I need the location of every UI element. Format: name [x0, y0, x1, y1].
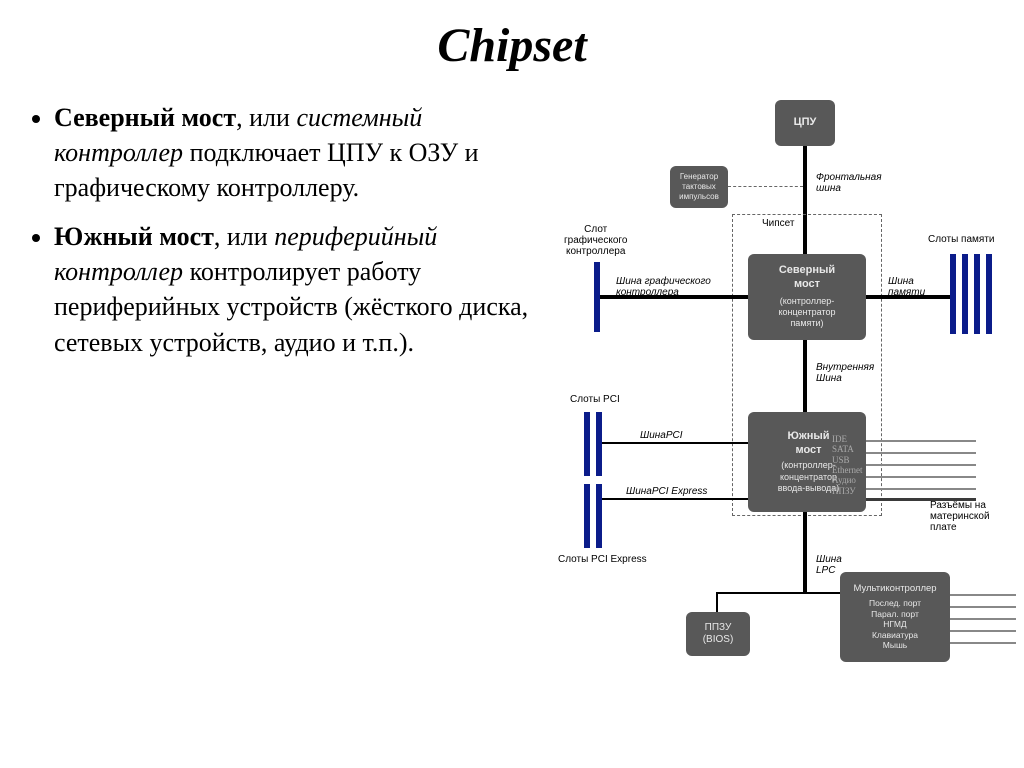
slot-mem-3: [974, 254, 980, 334]
edge-clockgen: [728, 186, 803, 187]
label-gfx-bus: Шина графического контроллера: [616, 276, 711, 298]
bullet-south-or: , или: [214, 222, 274, 251]
node-clock-generator: Генератор тактовых импульсов: [670, 166, 728, 208]
edge-south-down: [803, 512, 807, 592]
label-bios: ППЗУ (BIOS): [703, 622, 734, 647]
edge-south-conn-5: [866, 488, 976, 490]
chipset-diagram: ЦПУ Генератор тактовых импульсов Фронтал…: [530, 100, 1020, 740]
bullet-south: Южный мост, или периферийный контроллер …: [54, 219, 530, 359]
bullet-south-bold: Южный мост: [54, 222, 214, 251]
label-front-bus: Фронтальная шина: [816, 172, 882, 194]
edge-south-conn-2: [866, 452, 976, 454]
label-south-sub: (контроллер- концентратор ввода-вывода): [778, 460, 840, 494]
bullet-list: Северный мост, или системный контроллер …: [30, 100, 530, 374]
label-pci-bus: ШинаPCI: [640, 430, 683, 441]
label-mem-slots: Слоты памяти: [928, 234, 995, 245]
label-mobo-conn: Разъёмы на материнской плате: [930, 500, 990, 533]
node-bios: ППЗУ (BIOS): [686, 612, 750, 656]
label-north-title: Северный мост: [779, 264, 835, 292]
node-northbridge: Северный мост (контроллер- концентратор …: [748, 254, 866, 340]
label-clock-generator: Генератор тактовых импульсов: [679, 172, 719, 202]
label-superio-sub: Послед. порт Парал. порт НГМД Клавиатура…: [869, 598, 921, 651]
slot-mem-1: [950, 254, 956, 334]
edge-superio-1: [950, 594, 1016, 596]
edge-south-conn-1: [866, 440, 976, 442]
node-superio: Мультиконтроллер Послед. порт Парал. пор…: [840, 572, 950, 662]
label-lpc: Шина LPC: [816, 554, 842, 576]
page-title: Chipset: [0, 0, 1024, 73]
slot-mem-4: [986, 254, 992, 334]
label-pcie-slots: Слоты PCI Express: [558, 554, 647, 565]
label-mem-bus: Шина памяти: [888, 276, 925, 298]
bullet-north-bold: Северный мост: [54, 103, 236, 132]
label-cpu: ЦПУ: [794, 116, 817, 130]
slot-pci-1: [584, 412, 590, 476]
edge-pcie-south: [602, 498, 748, 500]
edge-north-south: [803, 340, 807, 412]
edge-superio-2: [950, 606, 1016, 608]
slot-pcie-2: [596, 484, 602, 548]
node-cpu: ЦПУ: [775, 100, 835, 146]
edge-to-bios: [716, 592, 718, 612]
label-gfx-slot: Слот графического контроллера: [564, 224, 627, 257]
label-pci-slots: Слоты PCI: [570, 394, 620, 405]
edge-superio-3: [950, 618, 1016, 620]
edge-superio-5: [950, 642, 1016, 644]
label-south-title: Южный мост: [787, 430, 829, 458]
label-north-sub: (контроллер- концентратор памяти): [778, 296, 835, 330]
slot-pcie-1: [584, 484, 590, 548]
slot-mem-2: [962, 254, 968, 334]
label-south-ports: IDE SATA USB Ethernet Аудио ППЗУ: [832, 434, 863, 496]
label-pcie-bus: ШинаPCI Express: [626, 486, 707, 497]
edge-south-conn-3: [866, 464, 976, 466]
edge-south-conn-4: [866, 476, 976, 478]
slot-pci-2: [596, 412, 602, 476]
edge-superio-4: [950, 630, 1016, 632]
label-chipset: Чипсет: [762, 218, 794, 229]
edge-pci-south: [602, 442, 748, 444]
label-superio-title: Мультиконтроллер: [853, 583, 936, 595]
bullet-north-or: , или: [236, 103, 296, 132]
label-internal-bus: Внутренняя Шина: [816, 362, 874, 384]
bullet-north: Северный мост, или системный контроллер …: [54, 100, 530, 205]
